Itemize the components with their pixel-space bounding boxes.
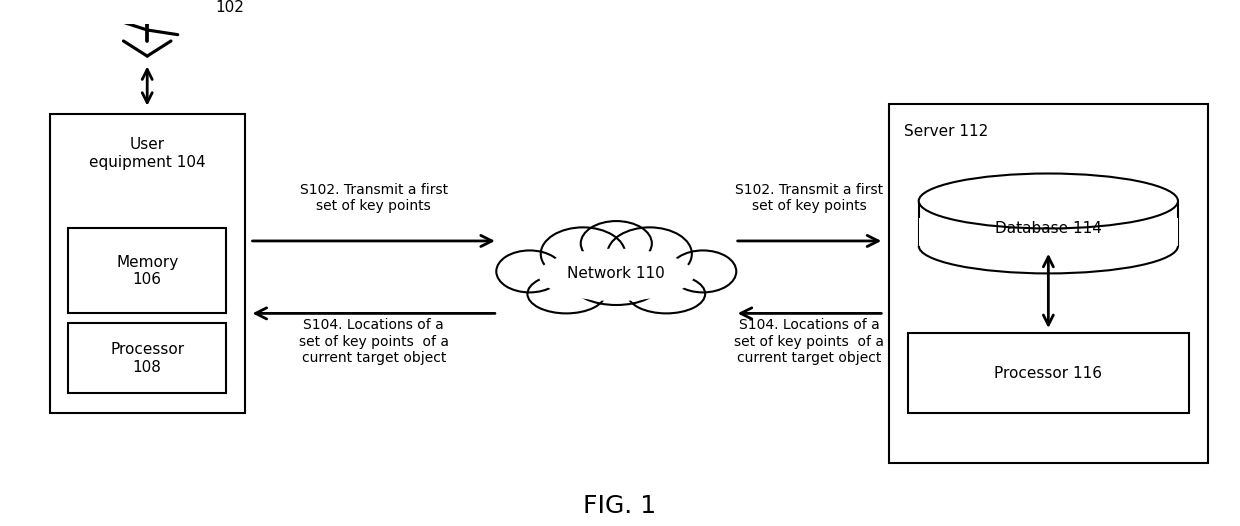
- Text: Network 110: Network 110: [568, 266, 665, 281]
- Text: User
equipment 104: User equipment 104: [89, 137, 206, 170]
- Text: FIG. 1: FIG. 1: [584, 494, 656, 518]
- Text: S104. Locations of a
set of key points  of a
current target object: S104. Locations of a set of key points o…: [734, 318, 884, 365]
- Ellipse shape: [541, 227, 625, 280]
- Text: Memory
106: Memory 106: [117, 255, 179, 287]
- Text: S102. Transmit a first
set of key points: S102. Transmit a first set of key points: [735, 183, 884, 214]
- Text: S104. Locations of a
set of key points  of a
current target object: S104. Locations of a set of key points o…: [299, 318, 449, 365]
- FancyBboxPatch shape: [68, 323, 226, 393]
- Text: Processor 116: Processor 116: [994, 366, 1102, 381]
- Ellipse shape: [670, 250, 737, 292]
- Text: Database 114: Database 114: [994, 221, 1102, 236]
- Ellipse shape: [538, 249, 694, 301]
- Text: S102. Transmit a first
set of key points: S102. Transmit a first set of key points: [300, 183, 448, 214]
- FancyBboxPatch shape: [908, 333, 1189, 413]
- FancyBboxPatch shape: [889, 104, 1208, 463]
- FancyBboxPatch shape: [68, 228, 226, 313]
- Bar: [919, 201, 1178, 246]
- Ellipse shape: [527, 274, 605, 313]
- Ellipse shape: [496, 250, 563, 292]
- Text: Processor
108: Processor 108: [110, 342, 185, 375]
- Text: 102: 102: [215, 0, 244, 15]
- Ellipse shape: [608, 227, 692, 280]
- Circle shape: [133, 10, 162, 22]
- Ellipse shape: [919, 174, 1178, 228]
- Ellipse shape: [574, 266, 658, 305]
- FancyBboxPatch shape: [50, 114, 244, 413]
- Ellipse shape: [580, 221, 652, 266]
- Bar: [919, 218, 1178, 246]
- Ellipse shape: [627, 274, 706, 313]
- Text: Server 112: Server 112: [904, 124, 988, 138]
